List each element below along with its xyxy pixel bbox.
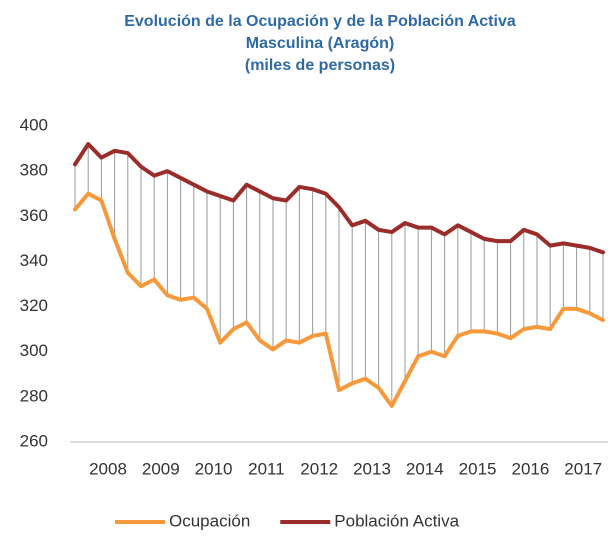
legend-label: Ocupación xyxy=(169,511,250,530)
chart-title: Masculina (Aragón) xyxy=(246,35,394,52)
y-tick-label: 360 xyxy=(20,206,48,225)
x-tick-label: 2014 xyxy=(406,459,444,478)
chart-title: (miles de personas) xyxy=(245,57,395,74)
chart-title: Evolución de la Ocupación y de la Poblac… xyxy=(124,13,516,30)
x-tick-label: 2016 xyxy=(511,459,549,478)
x-tick-label: 2009 xyxy=(142,459,180,478)
series-line xyxy=(73,142,605,255)
x-tick-label: 2010 xyxy=(195,459,233,478)
x-tick-label: 2011 xyxy=(248,459,285,478)
y-tick-label: 400 xyxy=(20,115,48,134)
y-tick-label: 340 xyxy=(20,251,48,270)
y-tick-label: 300 xyxy=(20,341,48,360)
x-tick-label: 2012 xyxy=(300,459,338,478)
y-tick-label: 380 xyxy=(20,161,48,180)
x-tick-label: 2017 xyxy=(564,459,602,478)
y-tick-label: 320 xyxy=(20,296,48,315)
y-tick-label: 280 xyxy=(20,386,48,405)
y-tick-label: 260 xyxy=(20,431,48,450)
legend-label: Población Activa xyxy=(334,511,459,530)
x-tick-label: 2013 xyxy=(353,459,391,478)
x-tick-label: 2008 xyxy=(89,459,127,478)
series-line xyxy=(73,191,605,408)
x-tick-label: 2015 xyxy=(459,459,497,478)
